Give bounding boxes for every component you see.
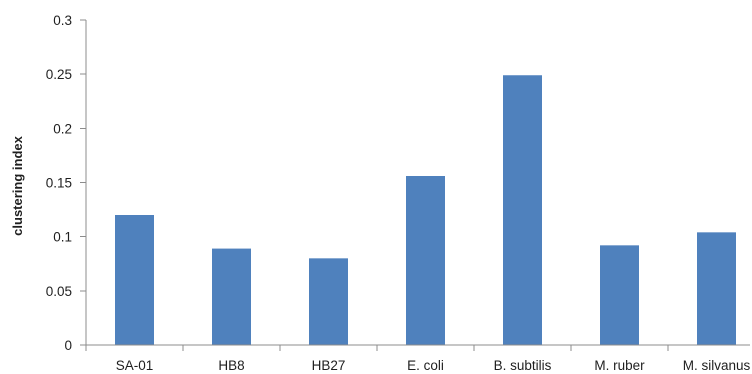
bar-hb27	[309, 258, 348, 345]
bar-e-coli	[406, 176, 445, 345]
x-tick-label: M. ruber	[594, 358, 645, 373]
y-tick-label: 0.1	[53, 230, 72, 245]
y-tick-label: 0	[64, 338, 72, 353]
y-axis-ticks: 0 0.05 0.1 0.15 0.2 0.25 0.3	[46, 13, 86, 353]
x-tick-label: M. silvanus	[683, 358, 751, 373]
x-axis-ticks: SA-01 HB8 HB27 E. coli B. subtilis M. ruber M.…	[85, 345, 751, 373]
y-tick-label: 0.15	[46, 176, 72, 191]
y-tick-label: 0.25	[46, 67, 72, 82]
x-tick-label: E. coli	[407, 358, 444, 373]
x-tick-label: HB27	[312, 358, 346, 373]
y-tick-label: 0.2	[53, 121, 72, 136]
bar-hb8	[212, 248, 251, 345]
bar-m-ruber	[600, 245, 639, 345]
y-axis-title-group: clustering index	[10, 135, 25, 235]
bar-sa-01	[115, 215, 154, 345]
bar-m-silvanus	[697, 232, 736, 345]
y-tick-label: 0.05	[46, 284, 72, 299]
bars	[115, 75, 736, 345]
bar-b-subtilis	[503, 75, 542, 345]
x-tick-label: HB8	[218, 358, 244, 373]
x-tick-label: SA-01	[116, 358, 154, 373]
x-tick-label: B. subtilis	[494, 358, 552, 373]
y-axis-title: clustering index	[10, 135, 25, 235]
y-tick-label: 0.3	[53, 13, 72, 28]
axes	[85, 20, 750, 346]
